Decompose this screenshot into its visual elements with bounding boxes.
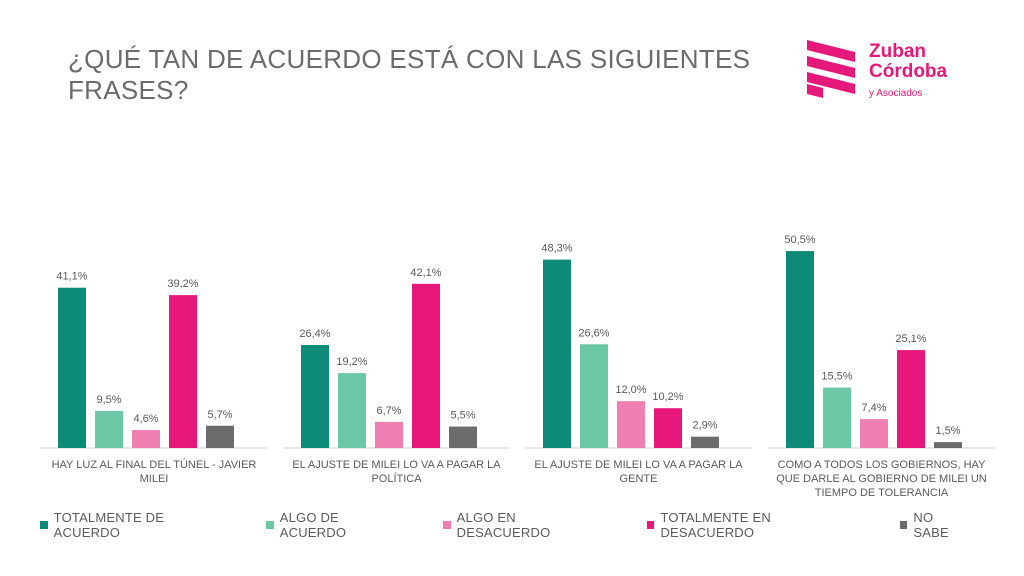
bar-3-group-1 xyxy=(132,430,160,448)
bar-4-group-2 xyxy=(412,283,440,448)
data-label-4-group-1: 39,2% xyxy=(167,278,198,290)
data-label-5-group-3: 2,9% xyxy=(692,420,717,432)
bar-2-group-3 xyxy=(580,344,608,448)
data-label-3-group-1: 4,6% xyxy=(133,413,158,425)
data-label-1-group-1: 41,1% xyxy=(56,271,87,283)
bar-3-group-3 xyxy=(617,401,645,448)
legend-item-3: ALGO EN DESACUERDO xyxy=(442,510,607,540)
bar-5-group-4 xyxy=(934,442,962,448)
category-label-4-line-3: TIEMPO DE TOLERANCIA xyxy=(815,487,949,499)
title-line-1: ¿QUÉ TAN DE ACUERDO ESTÁ CON LAS SIGUIEN… xyxy=(68,44,751,74)
bar-4-group-3 xyxy=(654,408,682,448)
bar-1-group-2 xyxy=(301,345,329,448)
legend-label-2: ALGO DE ACUERDO xyxy=(279,510,347,540)
legend-swatch-1 xyxy=(40,521,48,529)
legend-item-1: TOTALMENTE DE ACUERDO xyxy=(40,510,226,540)
bar-5-group-2 xyxy=(449,426,477,448)
bar-5-group-1 xyxy=(206,425,234,448)
data-label-5-group-2: 5,5% xyxy=(450,410,475,422)
legend-label-5: NO SABE xyxy=(913,510,949,540)
category-label-4-line-1: COMO A TODOS LOS GOBIERNOS, HAY xyxy=(778,459,986,471)
logo-subtitle: y Asociados xyxy=(869,88,923,99)
data-label-4-group-2: 42,1% xyxy=(410,267,441,279)
bar-2-group-2 xyxy=(338,373,366,448)
bar-1-group-3 xyxy=(543,259,571,448)
logo-name-line-2: Córdoba xyxy=(869,61,948,82)
data-label-3-group-4: 7,4% xyxy=(861,402,886,414)
data-label-5-group-4: 1,5% xyxy=(935,425,960,437)
data-label-5-group-1: 5,7% xyxy=(207,409,232,421)
category-label-2-line-2: POLÍTICA xyxy=(371,472,422,485)
company-logo: Zuban Córdoba y Asociados xyxy=(803,36,963,106)
data-label-1-group-2: 26,4% xyxy=(299,328,330,340)
data-label-2-group-1: 9,5% xyxy=(96,394,121,406)
bar-2-group-4 xyxy=(823,387,851,448)
bar-4-group-4 xyxy=(897,350,925,448)
category-label-1-line-1: HAY LUZ AL FINAL DEL TÚNEL - JAVIER xyxy=(52,458,257,471)
legend-swatch-3 xyxy=(442,521,451,529)
legend-item-5: NO SABE xyxy=(899,510,970,540)
legend-swatch-2 xyxy=(266,521,274,529)
legend-item-4: TOTALMENTE EN DESACUERDO xyxy=(646,510,860,540)
logo-name: Zuban Córdoba xyxy=(869,42,947,82)
legend-swatch-5 xyxy=(899,521,908,529)
category-label-4-line-2: QUE DARLE AL GOBIERNO DE MILEI UN xyxy=(776,473,987,485)
data-label-3-group-2: 6,7% xyxy=(376,405,401,417)
title-line-2: FRASES? xyxy=(68,75,189,105)
bar-5-group-3 xyxy=(691,436,719,448)
bar-1-group-4 xyxy=(786,251,814,448)
data-label-2-group-3: 26,6% xyxy=(578,327,609,339)
logo-name-line-1: Zuban xyxy=(869,41,926,62)
legend-item-2: ALGO DE ACUERDO xyxy=(266,510,403,540)
data-label-1-group-3: 48,3% xyxy=(541,243,572,255)
bar-chart: 41,1% 9,5% 4,6% 39,2% 5,7% HAY LUZ AL FINAL D… xyxy=(40,234,995,499)
category-label-3-line-2: GENTE xyxy=(620,473,658,485)
chart-legend: TOTALMENTE DE ACUERDO ALGO DE ACUERDO ALGO… xyxy=(40,510,1010,540)
logo-mark-icon xyxy=(807,40,855,98)
legend-swatch-4 xyxy=(646,521,655,529)
legend-label-3: ALGO EN DESACUERDO xyxy=(456,510,551,540)
legend-label-4: TOTALMENTE EN DESACUERDO xyxy=(660,510,771,540)
bar-4-group-1 xyxy=(169,295,197,448)
data-label-4-group-4: 25,1% xyxy=(895,333,926,345)
legend-label-1: TOTALMENTE DE ACUERDO xyxy=(53,510,165,540)
bar-2-group-1 xyxy=(95,410,123,448)
data-label-2-group-2: 19,2% xyxy=(336,356,367,368)
data-label-4-group-3: 10,2% xyxy=(652,391,683,403)
data-label-2-group-4: 15,5% xyxy=(821,371,852,383)
bar-3-group-2 xyxy=(375,421,403,448)
data-label-1-group-4: 50,5% xyxy=(784,234,815,246)
chart-title: ¿QUÉ TAN DE ACUERDO ESTÁ CON LAS SIGUIEN… xyxy=(68,44,768,106)
category-label-3-line-1: EL AJUSTE DE MILEI LO VA A PAGAR LA xyxy=(534,459,743,471)
category-label-1-line-2: MILEI xyxy=(140,473,169,485)
bar-3-group-4 xyxy=(860,419,888,448)
bar-1-group-1 xyxy=(58,287,86,448)
data-label-3-group-3: 12,0% xyxy=(615,384,646,396)
category-label-2-line-1: EL AJUSTE DE MILEI LO VA A PAGAR LA xyxy=(292,459,501,471)
